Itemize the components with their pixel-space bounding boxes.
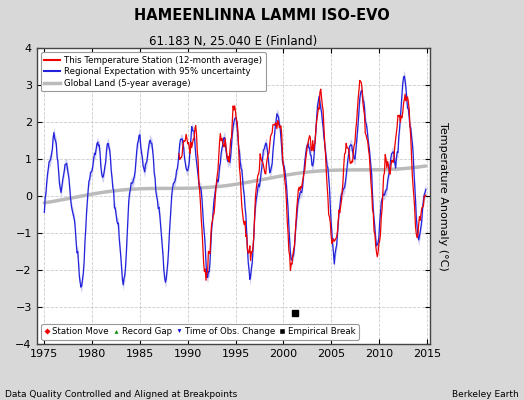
- Text: Data Quality Controlled and Aligned at Breakpoints: Data Quality Controlled and Aligned at B…: [5, 390, 237, 399]
- Text: Berkeley Earth: Berkeley Earth: [452, 390, 519, 399]
- Legend: Station Move, Record Gap, Time of Obs. Change, Empirical Break: Station Move, Record Gap, Time of Obs. C…: [41, 324, 359, 340]
- Title: 61.183 N, 25.040 E (Finland): 61.183 N, 25.040 E (Finland): [149, 35, 318, 48]
- Y-axis label: Temperature Anomaly (°C): Temperature Anomaly (°C): [438, 122, 448, 270]
- Text: HAMEENLINNA LAMMI ISO-EVO: HAMEENLINNA LAMMI ISO-EVO: [134, 8, 390, 23]
